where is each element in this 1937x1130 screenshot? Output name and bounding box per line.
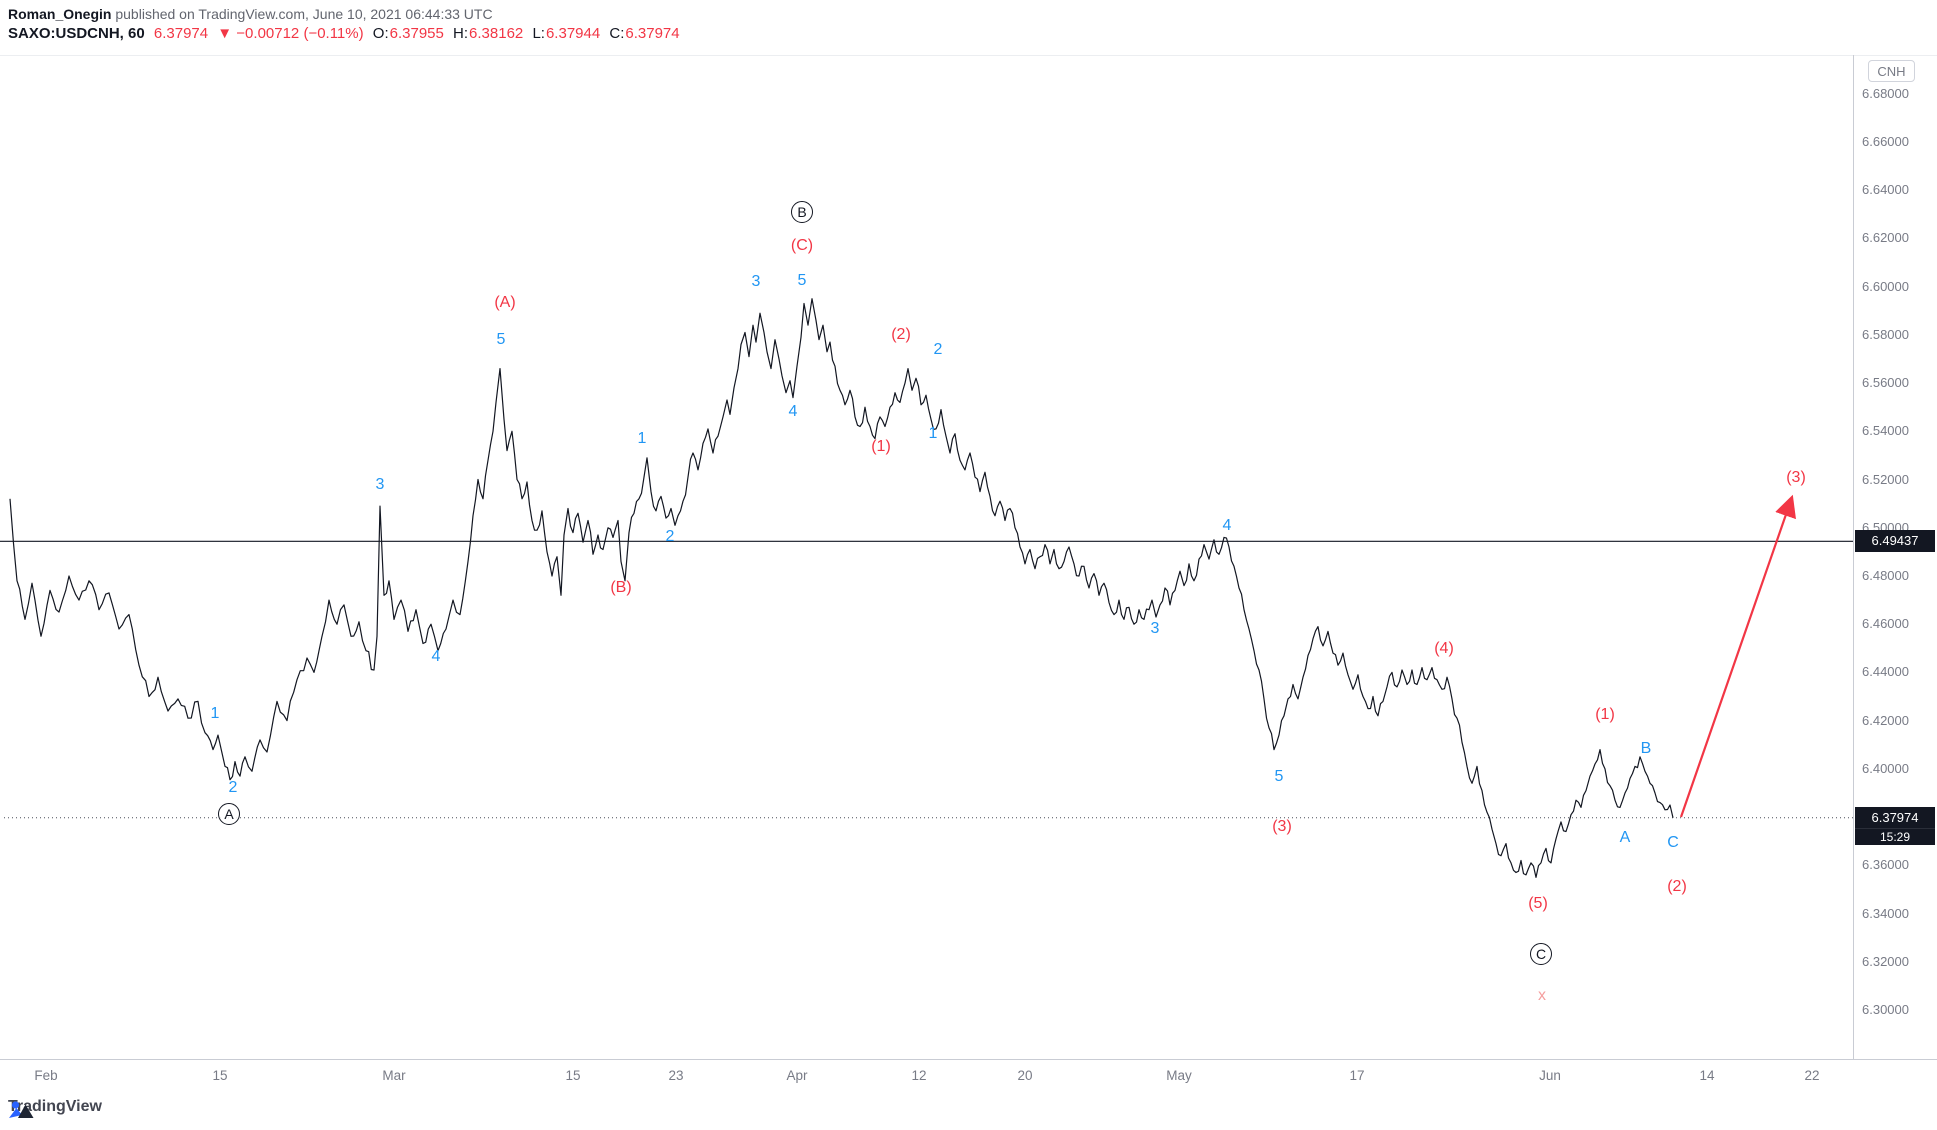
price-change-value: ▼ −0.00712 (−0.11%)	[217, 25, 364, 42]
projection-arrow[interactable]	[1679, 494, 1796, 818]
time-axis-ticks[interactable]: Feb 15 Mar 15 23 Apr 12 20 May 17 Jun 14 22	[0, 1060, 1937, 1094]
price-tick: 6.42000	[1862, 712, 1909, 728]
currency-button[interactable]: CNH	[1868, 60, 1915, 82]
time-tick: 14	[1699, 1068, 1715, 1083]
tradingview-logo-icon	[9, 1101, 34, 1118]
publish-info: Roman_Onegin published on TradingView.co…	[8, 6, 493, 22]
low-value: 6.37944	[545, 25, 601, 42]
symbol-title[interactable]: SAXO:USDCNH, 60	[8, 25, 145, 42]
price-tick: 6.64000	[1862, 182, 1909, 198]
time-tick: 20	[1017, 1068, 1033, 1083]
time-tick: 23	[668, 1068, 684, 1083]
price-tick: 6.68000	[1862, 85, 1909, 101]
last-price-value: 6.37974	[153, 25, 209, 42]
hline-price-badge: 6.49437	[1855, 530, 1935, 553]
price-line	[9, 298, 1674, 878]
price-tick: 6.46000	[1862, 616, 1909, 632]
price-axis-ticks[interactable]: 6.68000 6.66000 6.64000 6.62000 6.60000 6.580…	[1854, 55, 1937, 1058]
price-tick: 6.44000	[1862, 664, 1909, 680]
price-tick: 6.62000	[1862, 230, 1909, 246]
author-name: Roman_Onegin	[8, 6, 112, 22]
time-tick: 17	[1349, 1068, 1365, 1083]
price-tick: 6.66000	[1862, 134, 1909, 149]
last-price-badge: 6.37974 15:29	[1855, 806, 1935, 845]
time-tick: 15	[212, 1068, 228, 1083]
open-value: 6.37955	[389, 25, 444, 42]
price-tick: 6.52000	[1862, 471, 1909, 487]
time-tick: May	[1166, 1068, 1192, 1083]
tradingview-wordmark: TradingView	[8, 1098, 102, 1115]
price-tick: 6.40000	[1862, 760, 1909, 776]
symbol-legend: SAXO:USDCNH, 60 6.37974 ▼ −0.00712 (−0.1…	[8, 25, 685, 42]
publish-text: published on TradingView.com, June 10, 2…	[111, 6, 493, 22]
price-tick: 6.32000	[1862, 953, 1909, 969]
high-value: 6.38162	[469, 25, 524, 42]
time-tick: Mar	[382, 1068, 406, 1083]
time-tick: 12	[911, 1068, 927, 1083]
time-tick: 22	[1804, 1068, 1820, 1083]
time-tick: Feb	[34, 1068, 58, 1083]
price-tick: 6.34000	[1862, 905, 1909, 921]
time-tick: Apr	[786, 1068, 808, 1083]
low-label: L:	[532, 25, 545, 42]
price-tick: 6.60000	[1862, 278, 1909, 294]
price-tick: 6.56000	[1862, 375, 1909, 391]
bar-countdown: 15:29	[1855, 827, 1935, 845]
price-tick: 6.54000	[1862, 423, 1909, 439]
price-tick: 6.58000	[1862, 326, 1909, 342]
open-label: O:	[372, 25, 389, 42]
price-tick: 6.48000	[1862, 567, 1909, 583]
time-tick: 15	[565, 1068, 581, 1083]
close-label: C:	[609, 25, 625, 42]
close-value: 6.37974	[625, 25, 680, 42]
high-label: H:	[453, 25, 469, 42]
last-price-badge-value: 6.37974	[1871, 809, 1919, 825]
tradingview-attribution[interactable]: TradingView	[8, 1098, 102, 1118]
time-tick: Jun	[1539, 1068, 1561, 1083]
price-tick: 6.36000	[1862, 857, 1909, 873]
price-tick: 6.30000	[1862, 1001, 1909, 1017]
